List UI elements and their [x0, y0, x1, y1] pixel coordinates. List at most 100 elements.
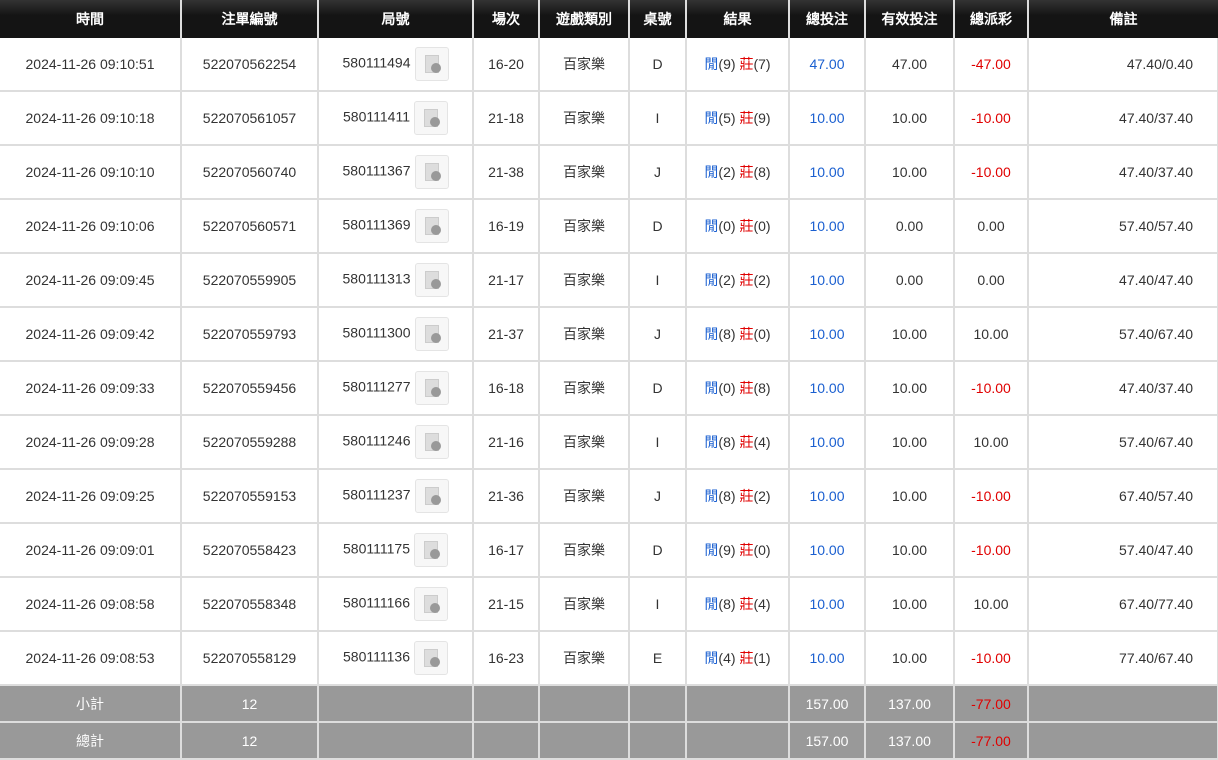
table-cell: I — [628, 577, 687, 632]
column-header: 桌號 — [628, 0, 686, 38]
payout-cell: -10.00 — [953, 523, 1029, 578]
result-cell: 閒(9) 莊(7) — [685, 38, 790, 92]
valid-bet-cell: 10.00 — [864, 307, 955, 362]
banker-label: 莊 — [739, 542, 754, 558]
total-bet-cell: 10.00 — [788, 307, 866, 362]
table-row: 2024-11-26 09:09:33 522070559456 580111277… — [0, 361, 1218, 416]
result-cell: 閒(8) 莊(4) — [685, 415, 790, 470]
time-cell: 2024-11-26 09:09:01 — [0, 523, 182, 578]
valid-bet-cell: 10.00 — [864, 523, 955, 578]
total-bet-cell: 47.00 — [788, 38, 866, 92]
video-replay-icon[interactable] — [413, 641, 448, 675]
total-bet-cell: 10.00 — [788, 199, 866, 254]
video-replay-icon[interactable] — [413, 101, 448, 135]
result-cell: 閒(5) 莊(9) — [685, 91, 790, 146]
banker-score: (4) — [753, 434, 771, 450]
game-type-cell: 百家樂 — [538, 577, 630, 632]
round-cell: 580111367 — [317, 145, 474, 200]
player-score: (0) — [718, 218, 736, 234]
total-bet-cell: 10.00 — [788, 415, 866, 470]
bet-id-cell: 522070559456 — [180, 361, 319, 416]
banker-label: 莊 — [739, 164, 754, 180]
time-cell: 2024-11-26 09:10:06 — [0, 199, 182, 254]
time-cell: 2024-11-26 09:10:18 — [0, 91, 182, 146]
note-cell: 47.40/37.40 — [1027, 145, 1218, 200]
banker-label: 莊 — [739, 650, 754, 666]
game-type-cell: 百家樂 — [538, 38, 630, 92]
video-replay-icon[interactable] — [414, 371, 449, 405]
note-cell: 57.40/57.40 — [1027, 199, 1218, 254]
video-replay-icon[interactable] — [414, 209, 449, 243]
time-cell: 2024-11-26 09:09:25 — [0, 469, 182, 524]
round-number: 580111237 — [342, 486, 411, 503]
table-row: 2024-11-26 09:10:10 522070560740 580111367… — [0, 145, 1218, 200]
bet-id-cell: 522070559905 — [180, 253, 319, 308]
total-bet-cell: 10.00 — [788, 145, 866, 200]
round-cell: 580111237 — [317, 469, 474, 524]
player-label: 閒 — [704, 542, 719, 558]
bet-id-cell: 522070558129 — [180, 631, 319, 686]
round-cell: 580111300 — [317, 307, 474, 362]
result-cell: 閒(2) 莊(8) — [685, 145, 790, 200]
video-replay-icon[interactable] — [414, 425, 449, 459]
round-cell: 580111313 — [317, 253, 474, 308]
round-number: 580111136 — [343, 648, 410, 665]
banker-label: 莊 — [739, 596, 754, 612]
time-cell: 2024-11-26 09:09:45 — [0, 253, 182, 308]
note-cell: 67.40/57.40 — [1027, 469, 1218, 524]
payout-cell: 10.00 — [953, 415, 1029, 470]
result-cell: 閒(8) 莊(2) — [685, 469, 790, 524]
time-cell: 2024-11-26 09:10:51 — [0, 38, 182, 92]
round-cell: 580111136 — [317, 631, 474, 686]
table-row: 2024-11-26 09:09:25 522070559153 580111237… — [0, 469, 1218, 524]
valid-bet-cell: 10.00 — [864, 577, 955, 632]
video-replay-icon[interactable] — [413, 533, 448, 567]
note-cell: 47.40/47.40 — [1027, 253, 1218, 308]
video-replay-icon[interactable] — [413, 587, 448, 621]
shoe-cell: 21-37 — [472, 307, 540, 362]
video-replay-icon[interactable] — [414, 479, 449, 513]
player-label: 閒 — [704, 110, 719, 126]
video-replay-icon[interactable] — [414, 317, 449, 351]
table-cell: I — [628, 253, 687, 308]
bet-id-cell: 522070562254 — [180, 38, 319, 92]
time-cell: 2024-11-26 09:08:58 — [0, 577, 182, 632]
round-cell: 580111166 — [317, 577, 474, 632]
banker-score: (8) — [753, 380, 771, 396]
video-replay-icon[interactable] — [414, 47, 449, 81]
banker-score: (7) — [753, 56, 771, 72]
grandtotal-label: 總計 — [0, 722, 182, 760]
video-replay-icon[interactable] — [414, 155, 449, 189]
banker-score: (1) — [753, 650, 771, 666]
column-header: 總投注 — [788, 0, 865, 38]
shoe-cell: 16-18 — [472, 361, 540, 416]
banker-score: (9) — [753, 110, 771, 126]
subtotal-payout: -77.00 — [953, 685, 1029, 723]
video-replay-icon[interactable] — [414, 263, 449, 297]
player-score: (8) — [718, 596, 736, 612]
player-label: 閒 — [704, 326, 719, 342]
column-header: 注單編號 — [180, 0, 318, 38]
banker-score: (4) — [753, 596, 771, 612]
bet-id-cell: 522070559288 — [180, 415, 319, 470]
game-type-cell: 百家樂 — [538, 469, 630, 524]
bet-id-cell: 522070559793 — [180, 307, 319, 362]
player-label: 閒 — [704, 272, 719, 288]
game-type-cell: 百家樂 — [538, 415, 630, 470]
column-header: 時間 — [0, 0, 181, 38]
time-cell: 2024-11-26 09:09:33 — [0, 361, 182, 416]
valid-bet-cell: 10.00 — [864, 469, 955, 524]
shoe-cell: 16-19 — [472, 199, 540, 254]
banker-score: (2) — [753, 488, 771, 504]
game-type-cell: 百家樂 — [538, 523, 630, 578]
column-header: 局號 — [317, 0, 473, 38]
column-header: 總派彩 — [953, 0, 1028, 38]
total-bet-cell: 10.00 — [788, 469, 866, 524]
payout-cell: 0.00 — [953, 253, 1029, 308]
column-header: 備註 — [1027, 0, 1218, 38]
valid-bet-cell: 10.00 — [864, 145, 955, 200]
table-row: 2024-11-26 09:09:28 522070559288 580111246… — [0, 415, 1218, 470]
player-score: (4) — [718, 650, 736, 666]
round-cell: 580111277 — [317, 361, 474, 416]
valid-bet-cell: 0.00 — [864, 253, 955, 308]
